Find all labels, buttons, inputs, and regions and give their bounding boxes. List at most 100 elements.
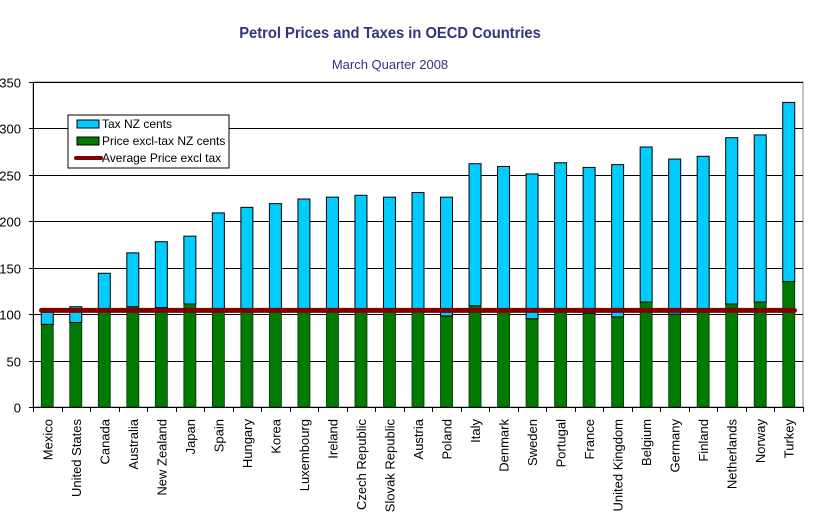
legend-swatch-price — [76, 136, 100, 146]
bar-price-czech-republic — [354, 308, 368, 408]
x-tick-label: Canada — [97, 418, 112, 464]
bar-price-korea — [269, 308, 282, 408]
bar-tax-belgium — [639, 146, 653, 303]
y-tick-label: 150 — [0, 262, 21, 277]
bar-price-italy — [468, 305, 482, 408]
x-tick-label: Denmark — [497, 419, 512, 472]
x-tick-label: Luxembourg — [297, 419, 312, 491]
x-tick-label: Portugal — [554, 419, 569, 468]
x-tick-label: Poland — [440, 419, 455, 459]
x-tick-label: New Zealand — [154, 419, 169, 496]
y-tick-label: 250 — [0, 169, 21, 184]
x-tick-labels: Mexico United States Canada Australia New Ze… — [40, 418, 796, 512]
legend-label-average: Average Price excl tax — [102, 151, 221, 165]
x-tick-label: Hungary — [240, 419, 255, 469]
bar-price-austria — [411, 308, 425, 408]
bar-tax-japan — [183, 235, 197, 305]
x-tick-label: Slovak Republic — [382, 419, 397, 513]
x-tick-label: Germany — [668, 419, 683, 473]
bar-tax-germany — [668, 158, 682, 315]
bar-tax-luxembourg — [297, 198, 311, 310]
x-tick-label: Ireland — [325, 419, 340, 459]
x-tick-label: France — [582, 419, 597, 459]
x-tick-label: Mexico — [40, 419, 55, 460]
bar-price-sweden — [525, 318, 539, 408]
legend-label-tax: Tax NZ cents — [102, 117, 172, 131]
bar-price-japan — [183, 303, 197, 408]
bar-price-slovak-republic — [383, 308, 396, 408]
bar-tax-norway — [753, 134, 767, 303]
bar-price-finland — [696, 310, 710, 408]
legend-label-price: Price excl-tax NZ cents — [102, 134, 225, 148]
legend-swatch-tax — [76, 119, 100, 129]
bar-tax-austria — [411, 192, 425, 310]
x-tick-label: Japan — [183, 419, 198, 454]
bar-price-france — [582, 312, 596, 408]
bar-tax-korea — [268, 203, 282, 310]
bar-price-poland — [440, 315, 453, 408]
bar-price-mexico — [40, 323, 54, 408]
bar-tax-mexico — [40, 311, 54, 325]
x-tick-label: Austria — [411, 418, 426, 459]
bar-price-hungary — [240, 308, 254, 408]
bar-price-luxembourg — [297, 308, 311, 408]
x-tick-label: Czech Republic — [354, 419, 369, 511]
bar-tax-ireland — [325, 196, 339, 310]
x-tick-label: United States — [69, 419, 84, 498]
bar-tax-italy — [468, 163, 482, 307]
bar-tax-hungary — [240, 206, 254, 310]
y-tick-label: 100 — [0, 308, 21, 323]
y-tick-label: 300 — [0, 122, 21, 137]
bar-tax-spain — [211, 212, 225, 310]
bar-tax-slovak-republic — [382, 196, 396, 310]
bar-tax-united-kingdom — [611, 164, 625, 318]
x-tick-label: Sweden — [525, 419, 540, 466]
x-tick-label: Korea — [268, 418, 283, 453]
bar-price-canada — [97, 309, 111, 408]
bar-tax-new-zealand — [154, 241, 168, 309]
y-tick-labels: 0 50 100 150 200 250 300 350 — [0, 76, 21, 416]
bar-tax-poland — [440, 196, 454, 317]
axes — [29, 82, 804, 412]
bar-price-norway — [753, 301, 767, 408]
bar-price-belgium — [639, 301, 653, 408]
bar-price-denmark — [497, 309, 510, 408]
x-tick-label: Netherlands — [725, 419, 740, 490]
bar-price-australia — [126, 306, 140, 408]
x-tick-label: Italy — [468, 419, 483, 443]
bar-tax-france — [582, 166, 596, 314]
y-tick-label: 350 — [0, 76, 21, 91]
bar-tax-czech-republic — [354, 194, 368, 310]
bar-tax-turkey — [782, 101, 796, 283]
bar-price-united-kingdom — [611, 316, 625, 408]
chart-subtitle: March Quarter 2008 — [331, 57, 449, 72]
x-tick-label: Spain — [211, 419, 226, 452]
bar-tax-sweden — [525, 173, 539, 320]
x-tick-label: Finland — [696, 419, 711, 462]
bar-price-spain — [211, 308, 225, 408]
bar-tax-australia — [126, 252, 140, 308]
y-tick-label: 50 — [7, 355, 21, 370]
x-tick-label: Norway — [753, 419, 768, 464]
bar-tax-denmark — [497, 166, 511, 310]
bar-tax-canada — [97, 272, 111, 310]
bar-price-new-zealand — [154, 307, 168, 408]
x-tick-label: Belgium — [639, 419, 654, 466]
x-tick-label: Australia — [126, 418, 141, 469]
bar-tax-finland — [696, 155, 710, 311]
bar-tax-portugal — [554, 162, 568, 310]
bar-price-united-states — [69, 322, 83, 408]
bar-price-netherlands — [725, 303, 739, 408]
legend: Tax NZ cents Price excl-tax NZ cents Ave… — [67, 114, 230, 169]
bar-price-portugal — [554, 308, 567, 408]
bar-price-germany — [668, 313, 682, 408]
bars — [40, 101, 796, 408]
bar-tax-netherlands — [725, 137, 739, 305]
y-tick-label: 0 — [14, 401, 21, 416]
bar-price-turkey — [782, 281, 796, 408]
chart-title: Petrol Prices and Taxes in OECD Countrie… — [239, 25, 541, 42]
bar-price-ireland — [326, 308, 339, 408]
x-tick-label: Turkey — [782, 419, 797, 459]
x-tick-label: United Kingdom — [611, 419, 626, 512]
